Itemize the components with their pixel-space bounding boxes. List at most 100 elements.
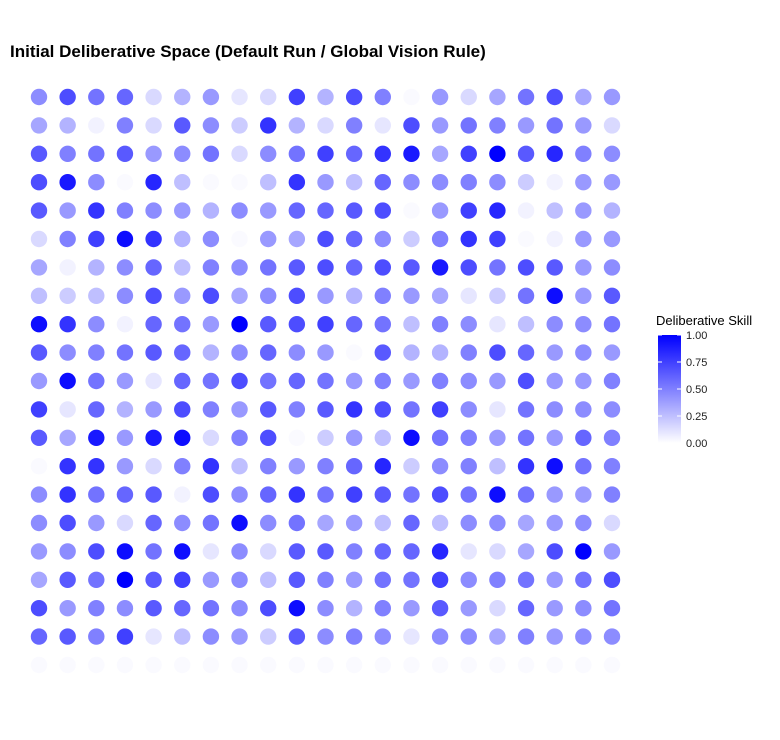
point [575,344,592,361]
legend-tick-label: 1.00 [686,330,707,342]
point [546,230,563,248]
point [288,543,306,560]
point [517,372,535,390]
point [460,287,477,304]
point [546,117,563,134]
point [575,230,592,248]
point [374,401,391,418]
point [116,372,134,390]
point [260,259,277,276]
point [116,401,134,418]
point [30,401,48,418]
point [174,117,191,134]
point [403,543,420,560]
point [546,344,563,361]
point [317,571,334,588]
point [174,344,191,361]
point [231,344,248,361]
point [231,230,248,248]
point [374,514,391,532]
point [603,287,621,304]
point [231,316,248,333]
point [345,145,363,162]
point [145,656,162,674]
point [575,543,592,560]
point [603,372,621,390]
point [174,656,191,674]
point [88,88,105,106]
point [116,458,134,475]
point [374,543,391,560]
point [546,88,563,106]
point [30,571,48,588]
point [145,88,162,106]
point [88,174,105,191]
point [575,88,592,106]
point [403,401,420,418]
point [260,429,277,446]
point [546,458,563,475]
point [345,571,363,588]
point [202,628,220,645]
point [403,486,420,503]
point [116,543,134,560]
point [517,174,535,191]
point [30,88,48,106]
point [88,344,105,361]
point [575,628,592,645]
point [403,259,420,276]
point [431,401,449,418]
point [174,145,191,162]
point [145,401,162,418]
point [30,259,48,276]
point [403,230,420,248]
point [403,88,420,106]
point [345,486,363,503]
point [288,117,306,134]
point [288,401,306,418]
point [202,344,220,361]
point [345,259,363,276]
point [88,458,105,475]
point [88,543,105,560]
point [603,628,621,645]
point [546,145,563,162]
legend-ticks: 1.00 0.75 0.50 0.25 0.00 [658,330,707,450]
point [575,316,592,333]
point [460,543,477,560]
point [546,656,563,674]
point [460,117,477,134]
point [145,543,162,560]
point [403,344,420,361]
point [202,543,220,560]
point [489,571,506,588]
point [116,429,134,446]
point [174,628,191,645]
point [30,458,48,475]
point [345,230,363,248]
point [288,656,306,674]
point [231,600,248,617]
point [116,628,134,645]
point [174,543,191,560]
point [288,88,306,106]
point [603,230,621,248]
point [59,174,76,191]
point [116,287,134,304]
point [288,600,306,617]
point [202,117,220,134]
point [517,628,535,645]
point [345,543,363,560]
point [345,344,363,361]
point [403,174,420,191]
point [317,344,334,361]
point [460,344,477,361]
point [30,145,48,162]
point [231,117,248,134]
point [403,458,420,475]
point [317,230,334,248]
point [345,628,363,645]
point [403,600,420,617]
point [374,174,391,191]
